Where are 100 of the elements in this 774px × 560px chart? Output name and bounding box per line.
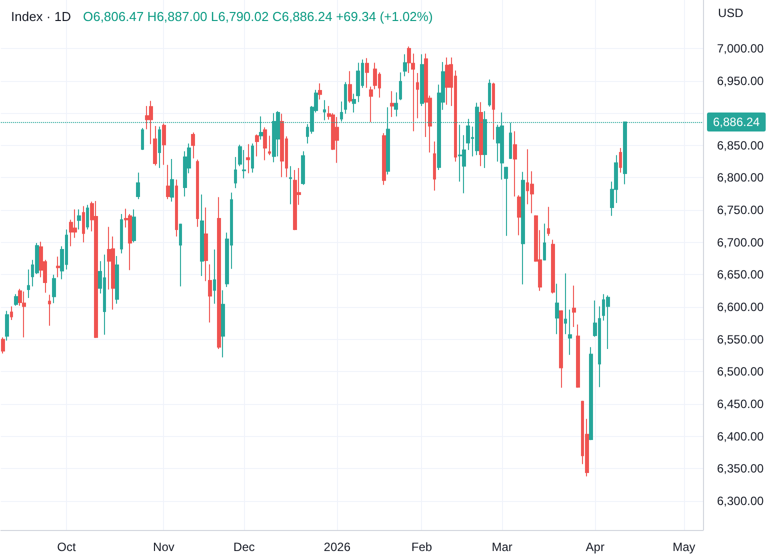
- candlestick: [27, 269, 30, 298]
- candlestick: [221, 290, 225, 358]
- candlestick: [22, 291, 26, 338]
- y-tick-label: 7,000.00: [717, 41, 764, 56]
- candlestick: [479, 102, 483, 167]
- candlestick: [559, 310, 563, 388]
- candlestick: [335, 116, 339, 164]
- y-tick-label: 6,400.00: [717, 429, 764, 444]
- text: Index · 1D: [11, 9, 71, 24]
- candlestick: [420, 54, 424, 106]
- candlestick: [517, 194, 521, 236]
- candlestick: [136, 172, 140, 200]
- candlestick: [301, 150, 305, 186]
- candlestick: [280, 113, 284, 178]
- candlestick: [191, 132, 195, 159]
- candlestick: [175, 179, 178, 238]
- candlestick: [365, 58, 369, 88]
- candlestick: [564, 272, 567, 335]
- candlestick: [141, 127, 144, 150]
- candlestick: [543, 223, 546, 261]
- candlestick: [411, 53, 415, 132]
- candlestick: [86, 204, 89, 230]
- candlestick: [213, 248, 216, 304]
- y-tick-label: 6,800.00: [717, 170, 764, 185]
- y-tick-label: 6,700.00: [717, 235, 764, 250]
- x-tick-label: May: [672, 540, 696, 554]
- candlestick: [234, 156, 237, 189]
- ref-line-label: 6,886.24: [713, 115, 760, 130]
- text: O6,806.47 H6,887.00 L6,790.02 C6,886.24 +69.34 (+1.02%): [82, 9, 433, 24]
- candlestick: [52, 274, 56, 304]
- candlestick: [132, 208, 136, 243]
- y-tick-label: 6,350.00: [717, 462, 764, 476]
- y-tick-label: 6,300.00: [717, 494, 764, 508]
- candlestick: [399, 72, 402, 101]
- candlestick: [115, 255, 119, 304]
- candlestick: [10, 306, 13, 320]
- candlestick: [179, 223, 182, 287]
- candlestick: [149, 100, 153, 145]
- candlestick: [263, 126, 267, 161]
- y-tick-label: 6,550.00: [717, 332, 764, 346]
- candlestick: [82, 206, 85, 243]
- candlestick: [344, 82, 347, 114]
- candlestick: [323, 100, 326, 121]
- candlestick: [208, 264, 212, 324]
- candlestick: [318, 82, 322, 100]
- candlestick: [14, 294, 18, 306]
- candlestick: [547, 206, 550, 236]
- candlestick: [158, 126, 161, 169]
- y-tick-label: 6,600.00: [717, 300, 764, 314]
- candlestick: [356, 62, 360, 103]
- candlestick: [204, 206, 208, 282]
- candlestick: [407, 46, 411, 74]
- x-tick-label: Dec: [233, 540, 255, 554]
- candlestick: [162, 122, 166, 166]
- x-tick-label: Apr: [586, 540, 604, 554]
- candlestick: [246, 144, 250, 174]
- candlestick: [94, 200, 98, 339]
- y-axis-title: USD: [718, 6, 744, 20]
- candlestick: [606, 294, 610, 350]
- candlestick: [128, 213, 132, 271]
- candlestick: [390, 90, 394, 118]
- x-tick-label: Nov: [153, 540, 174, 554]
- candlestick: [509, 122, 512, 160]
- x-tick-label: Feb: [411, 540, 432, 554]
- candlestick: [293, 169, 297, 231]
- candlestick: [572, 285, 576, 328]
- candlestick: [196, 159, 199, 228]
- candlestick: [445, 57, 449, 106]
- x-tick-label: Mar: [492, 540, 512, 554]
- candlestick: [488, 79, 491, 108]
- candlestick: [416, 72, 419, 119]
- candlestick: [120, 213, 123, 254]
- candlestick: [5, 310, 9, 342]
- candlestick: [513, 130, 517, 197]
- x-tick-label: Oct: [57, 540, 76, 554]
- candlestick: [403, 54, 407, 77]
- y-tick-label: 6,950.00: [717, 74, 764, 88]
- candlestick: [551, 239, 555, 294]
- candlestick: [619, 148, 622, 174]
- y-tick-label: 6,650.00: [717, 268, 764, 282]
- candlestick: [289, 166, 292, 205]
- candlestick: [576, 324, 580, 388]
- candlestick: [492, 82, 495, 140]
- candlestick: [521, 171, 525, 285]
- candlestick: [369, 86, 373, 123]
- candlestick: [555, 283, 559, 335]
- y-tick-label: 6,750.00: [717, 203, 764, 218]
- candlestick: [77, 208, 81, 230]
- candlestick: [382, 132, 386, 186]
- candlestick: [352, 93, 356, 113]
- candlestick: [170, 158, 174, 202]
- y-tick-label: 6,850.00: [717, 138, 764, 152]
- candlestick: [56, 256, 60, 278]
- candlestick: [268, 135, 271, 156]
- x-tick-label: 2026: [324, 540, 351, 554]
- candlestick: [48, 294, 51, 326]
- candlestick: [589, 346, 593, 441]
- candlestick: [242, 149, 246, 179]
- candlestick: [504, 166, 508, 236]
- candlestick: [433, 141, 436, 192]
